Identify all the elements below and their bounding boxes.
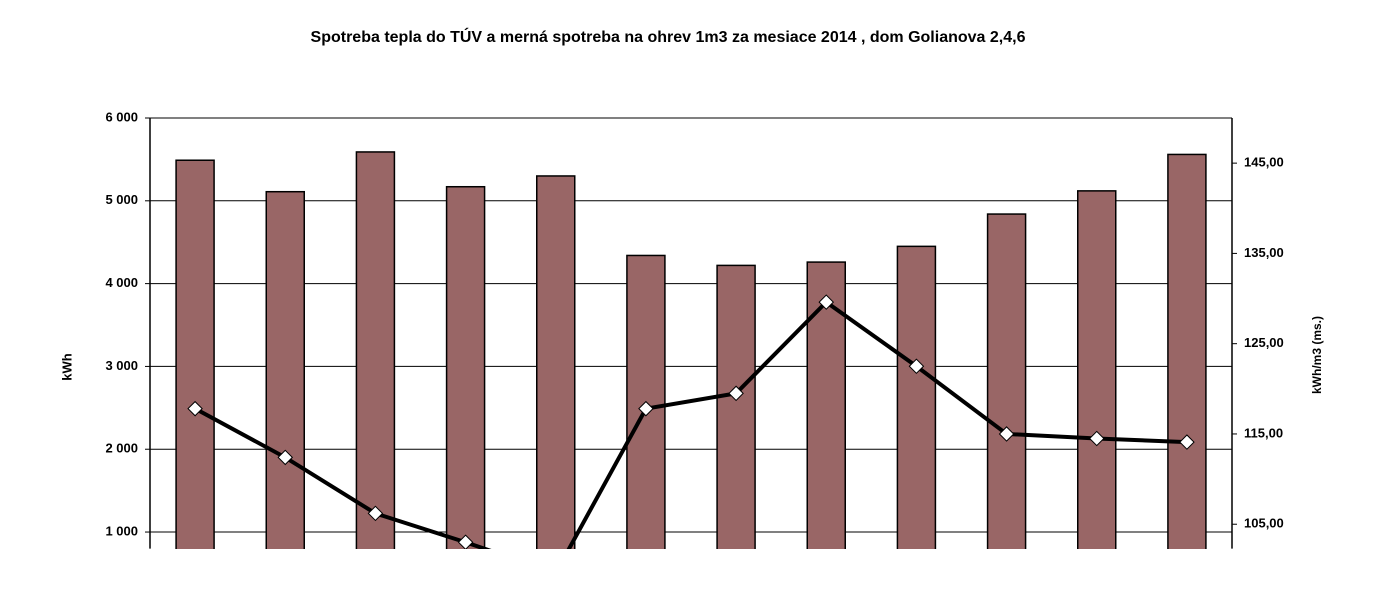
point [367,505,384,522]
point [818,294,835,310]
bar [175,159,215,549]
bar [1077,190,1117,549]
bar [536,175,576,549]
point [457,534,474,549]
y-axis-label: kWh [59,353,74,381]
bar [716,264,756,549]
bar [986,213,1027,549]
y-tick-label: 5 000 [105,192,138,207]
point [638,400,654,417]
y2-tick-label: 115,00 [1244,425,1283,440]
point [728,385,744,402]
point [908,358,925,375]
chart-title: Spotreba tepla do TÚV a merná spotreba n… [311,27,1026,46]
y-tick-label: 3 000 [105,358,138,373]
point [998,426,1015,442]
y-tick-label: 1 000 [105,523,138,538]
y2-tick-label: 135,00 [1244,245,1284,260]
point [1088,430,1105,447]
bar [896,245,937,549]
bar [1167,153,1207,549]
plot [175,151,1207,580]
bar [445,185,486,549]
point [277,449,294,466]
y-tick-label: 2 000 [105,441,138,456]
y-tick-label: 6 000 [105,109,138,124]
point [187,400,203,417]
y2-tick-label: 125,00 [1244,335,1284,350]
bar [626,254,666,549]
y2-tick-label: 105,00 [1244,516,1284,531]
line [194,299,1188,549]
y-tick-label: 4 000 [105,275,138,290]
y2-tick-label: 145,00 [1244,155,1284,170]
point [549,566,563,580]
y2-axis-label: kWh/m3 (ms.) [1310,316,1324,394]
point [1179,434,1195,450]
bar [265,190,305,549]
bar [355,151,396,549]
